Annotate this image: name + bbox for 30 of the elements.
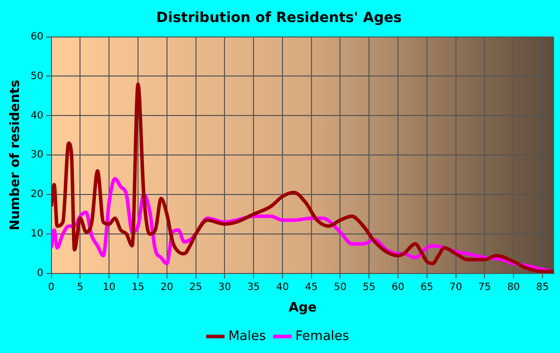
x-tick-label: 80 xyxy=(507,282,520,293)
x-tick-label: 10 xyxy=(102,282,116,293)
x-tick-label: 15 xyxy=(132,282,144,293)
x-tick-label: 20 xyxy=(160,282,174,293)
x-tick-label: 5 xyxy=(77,282,84,293)
x-tick-label: 40 xyxy=(276,282,289,293)
y-tick-label: 30 xyxy=(30,150,44,161)
x-tick-label: 60 xyxy=(392,282,404,293)
x-tick-label: 70 xyxy=(449,282,462,293)
x-tick-label: 55 xyxy=(362,282,376,293)
x-tick-label: 50 xyxy=(334,282,347,293)
y-axis-title: Number of residents xyxy=(8,80,24,230)
y-tick-label: 40 xyxy=(30,110,44,122)
x-tick-label: 75 xyxy=(478,282,492,293)
chart-title: Distribution of Residents' Ages xyxy=(156,10,402,26)
x-axis-title: Age xyxy=(288,300,317,316)
x-tick-label: 30 xyxy=(218,282,232,293)
y-tick-label: 10 xyxy=(30,228,44,240)
legend-label: Males xyxy=(228,328,266,344)
x-tick-label: 45 xyxy=(304,282,318,293)
x-tick-label: 0 xyxy=(48,282,55,293)
x-tick-label: 25 xyxy=(189,282,202,293)
y-tick-label: 50 xyxy=(30,70,44,82)
legend-label: Females xyxy=(295,328,350,344)
y-tick-label: 20 xyxy=(30,189,44,200)
x-tick-label: 35 xyxy=(247,282,260,293)
x-tick-label: 65 xyxy=(420,282,434,293)
y-tick-label: 60 xyxy=(30,31,44,42)
x-tick-label: 85 xyxy=(536,282,549,293)
y-tick-label: 0 xyxy=(36,268,44,279)
